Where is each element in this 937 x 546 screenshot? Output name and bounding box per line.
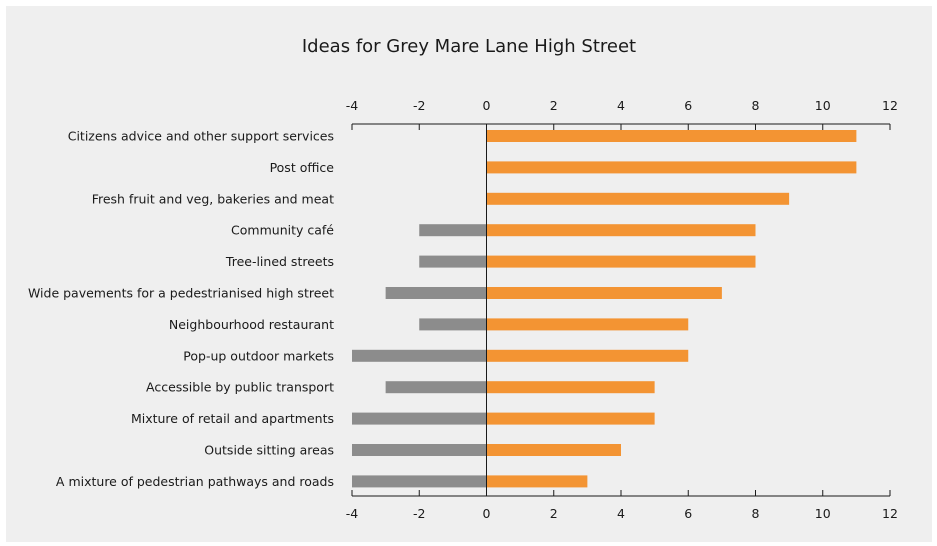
x-tick-label-top: 6 [684, 98, 692, 113]
bar-positive [486, 412, 655, 425]
x-tick-label-bottom: 8 [752, 506, 760, 521]
category-label: A mixture of pedestrian pathways and roa… [56, 474, 334, 489]
bar-positive [486, 224, 756, 237]
x-tick-label-bottom: 4 [617, 506, 625, 521]
bar-positive [486, 192, 790, 205]
category-label: Pop-up outdoor markets [183, 348, 334, 363]
x-tick-label-top: 8 [752, 98, 760, 113]
category-label: Outside sitting areas [204, 443, 334, 458]
bar-negative [352, 349, 487, 362]
bar-negative [352, 475, 487, 488]
bar-negative [385, 381, 487, 394]
bar-negative [352, 444, 487, 456]
x-tick-label-bottom: -4 [346, 506, 359, 521]
chart-title: Ideas for Grey Mare Lane High Street [301, 36, 637, 57]
bar-positive [486, 318, 689, 331]
bar-negative [352, 412, 487, 425]
category-label: Community café [231, 223, 334, 238]
bar-positive [486, 255, 756, 268]
x-tick-label-top: -4 [346, 98, 359, 113]
category-label: Accessible by public transport [146, 380, 334, 395]
category-label: Citizens advice and other support servic… [68, 129, 334, 144]
bar-negative [419, 224, 487, 237]
category-label: Neighbourhood restaurant [169, 317, 334, 332]
category-label: Fresh fruit and veg, bakeries and meat [92, 191, 334, 206]
x-tick-label-top: 0 [483, 98, 491, 113]
x-tick-label-top: 10 [815, 98, 831, 113]
x-tick-label-top: 12 [882, 98, 898, 113]
category-label: Mixture of retail and apartments [131, 411, 334, 426]
x-tick-label-bottom: 12 [882, 506, 898, 521]
x-tick-label-top: 2 [550, 98, 558, 113]
chart-panel: Ideas for Grey Mare Lane High Street -4-… [6, 6, 932, 542]
x-tick-label-bottom: 2 [550, 506, 558, 521]
x-tick-label-top: 4 [617, 98, 625, 113]
bar-positive [486, 287, 722, 299]
bar-positive [486, 444, 621, 456]
x-tick-label-bottom: -2 [413, 506, 425, 521]
bar-chart: -4 -4 -2 -2 0 0 2 2 4 4 6 6 8 8 10 10 12 12 Citizens advic… [28, 98, 898, 521]
category-label: Wide pavements for a pedestrianised high… [28, 286, 334, 301]
bar-negative [385, 287, 487, 299]
bar-positive [486, 475, 588, 488]
category-label: Tree-lined streets [225, 254, 334, 269]
bar-positive [486, 130, 857, 142]
bar-positive [486, 349, 689, 362]
bar-negative [419, 318, 487, 331]
x-tick-label-top: -2 [413, 98, 425, 113]
bar-negative [419, 255, 487, 268]
x-tick-label-bottom: 0 [483, 506, 491, 521]
x-tick-label-bottom: 10 [815, 506, 831, 521]
category-label: Post office [270, 160, 335, 175]
x-tick-label-bottom: 6 [684, 506, 692, 521]
bar-positive [486, 161, 857, 174]
bar-positive [486, 381, 655, 394]
